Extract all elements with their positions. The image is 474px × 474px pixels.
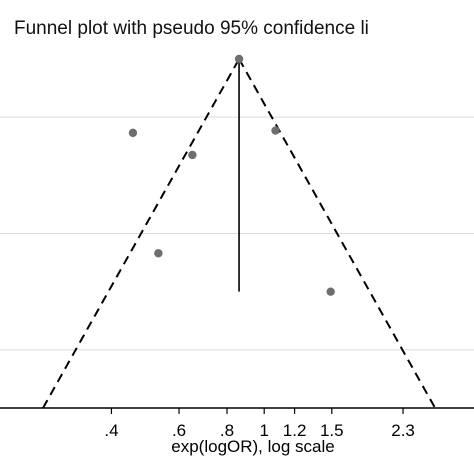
x-tick-label: 1.5 <box>320 421 344 440</box>
study-point <box>128 128 138 138</box>
x-tick-label: .4 <box>104 421 118 440</box>
x-tick-label: .6 <box>172 421 186 440</box>
chart-title: Funnel plot with pseudo 95% confidence l… <box>14 18 369 39</box>
x-axis: .4 .6 .8 1 1.2 1.5 2.3 <box>0 407 474 440</box>
study-point <box>154 249 163 258</box>
confidence-limits <box>42 58 436 409</box>
gridlines <box>0 116 474 351</box>
study-point <box>188 150 197 160</box>
x-axis-title: exp(logOR), log scale <box>171 437 334 456</box>
lower-confidence-limit <box>42 58 240 409</box>
study-point <box>271 126 280 135</box>
x-tick-label: 1.2 <box>283 421 307 440</box>
study-point <box>326 287 335 296</box>
x-tick-label: 2.3 <box>391 421 415 440</box>
x-tick-label: 1 <box>259 421 268 440</box>
study-points <box>128 54 335 296</box>
study-point <box>234 54 244 64</box>
upper-confidence-limit <box>238 58 436 409</box>
x-tick-label: .8 <box>220 421 234 440</box>
